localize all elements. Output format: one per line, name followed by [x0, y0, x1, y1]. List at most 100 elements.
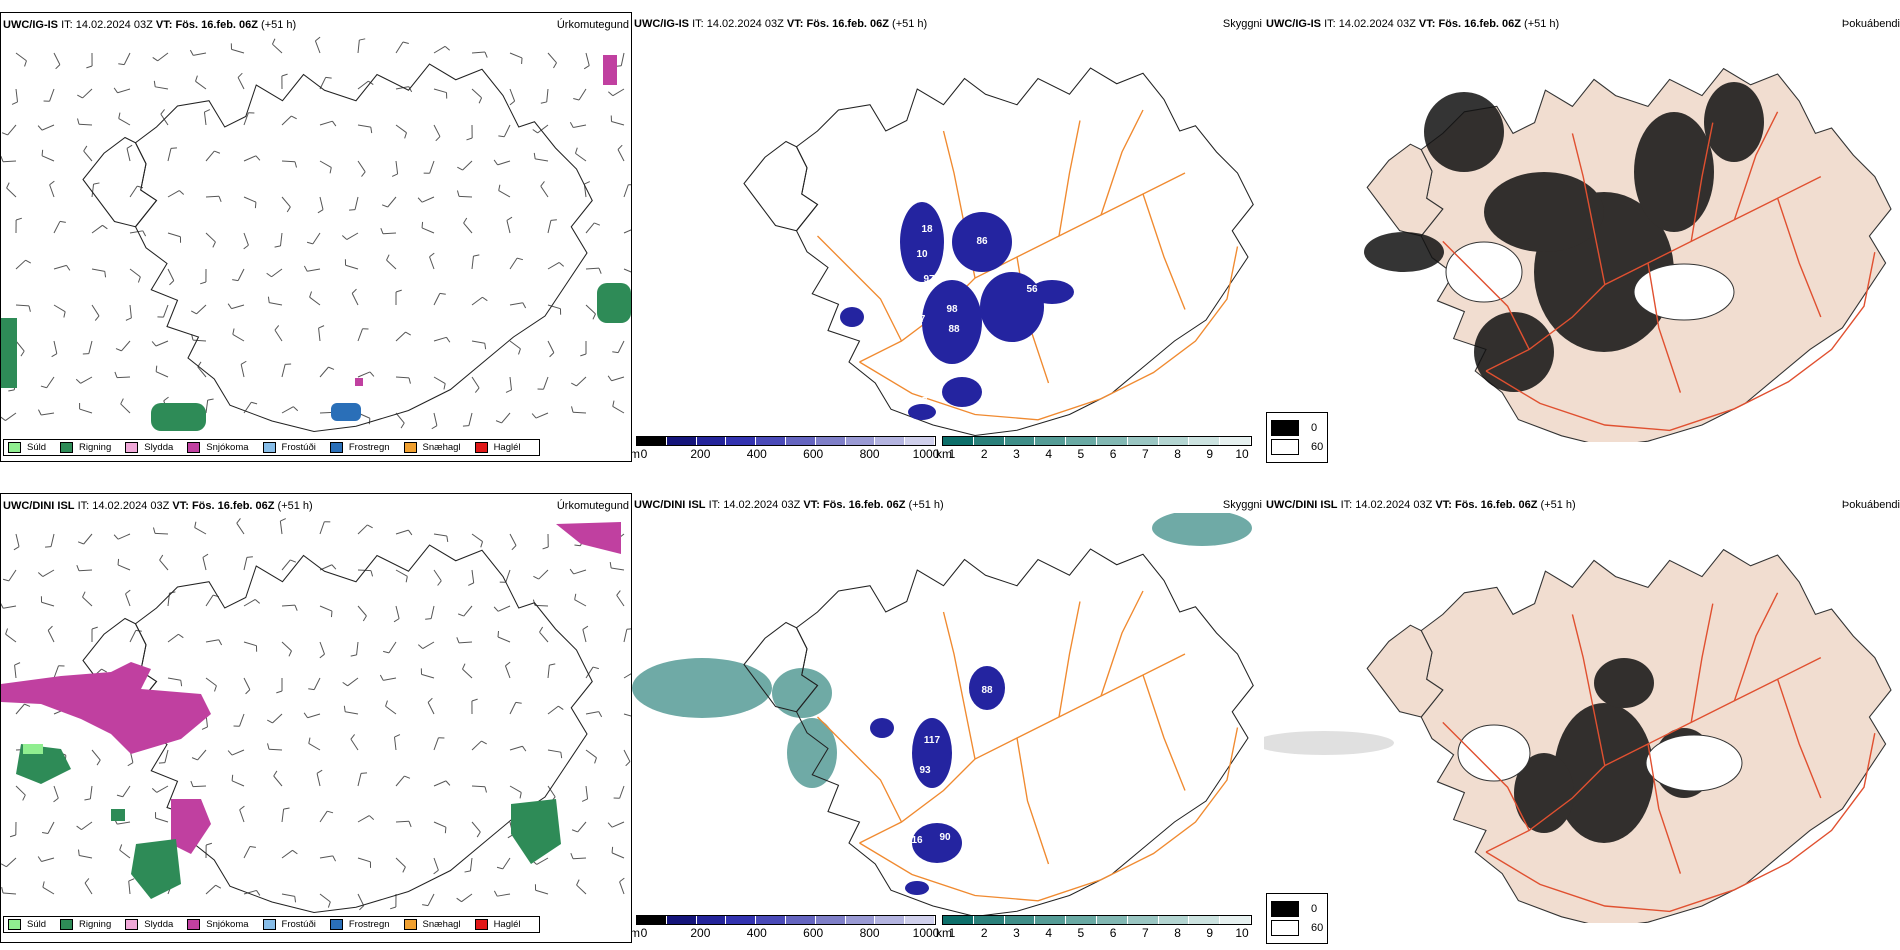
precip-type-legend: Súld Rigning Slydda Snjókoma Frostúði Frostre… [3, 439, 540, 456]
legend-item: Súld [8, 919, 46, 930]
cloud-base-label: 88 [948, 324, 960, 335]
colorbar-tick: 1000 [912, 926, 940, 940]
it-value: 14.02.2024 03Z [1338, 18, 1416, 30]
it-label: IT: [1324, 18, 1336, 30]
legend-label: Frostregn [348, 919, 390, 930]
colorbar-tick: 3 [1013, 447, 1020, 461]
cloud-base-label: 99 [774, 785, 786, 796]
model-name: UWC/DINI ISL [3, 500, 75, 512]
glacier-areas [1445, 241, 1735, 321]
legend-label: Frostúði [281, 919, 316, 930]
precip-type-map [1, 518, 631, 914]
colorbar-cell [1127, 916, 1159, 924]
panel-title: Þokuábendi [1841, 18, 1900, 30]
legend-label: Haglél [493, 919, 521, 930]
road-network [817, 109, 1239, 421]
fog-swatch [1271, 439, 1299, 455]
colorbar-cell [973, 916, 1005, 924]
iceland-map [743, 548, 1254, 918]
model-name: UWC/DINI ISL [634, 499, 706, 511]
legend-label: Snjókoma [206, 919, 249, 930]
ptype-panel-1: UWC/IG-IS IT: 14.02.2024 03Z VT: Fös. 16… [0, 12, 632, 462]
colorbar-unit: km [936, 926, 952, 940]
it-value: 14.02.2024 03Z [706, 18, 784, 30]
colorbar-cell [1035, 916, 1067, 924]
legend-item: Súld [8, 442, 46, 453]
colorbar-cell [1220, 437, 1251, 445]
panel-title: Skyggni [1222, 499, 1262, 511]
vt-label: VT: [172, 500, 189, 512]
legend-label: Snjókoma [206, 442, 249, 453]
vt-label: VT: [1418, 18, 1436, 30]
legend-swatch [474, 442, 488, 453]
vt-value: Fös. 16.feb. 06Z [191, 500, 275, 512]
it-value: 14.02.2024 03Z [75, 19, 153, 31]
it-label: IT: [61, 19, 73, 31]
fog-panel-1: UWC/IG-IS IT: 14.02.2024 03Z VT: Fös. 16… [1264, 12, 1900, 462]
precip-areas [1, 55, 631, 431]
legend-item: Haglél [474, 919, 521, 930]
fog-panel-2: UWC/DINI ISL IT: 14.02.2024 03Z VT: Fös.… [1264, 493, 1900, 943]
colorbar-cell [973, 437, 1005, 445]
cloud-base-label: 86 [976, 236, 988, 247]
colorbar-cell [696, 437, 727, 445]
panel-header: UWC/DINI ISL IT: 14.02.2024 03Z VT: Fös.… [1266, 499, 1576, 511]
ptype-panel-2: UWC/DINI ISL IT: 14.02.2024 03Z VT: Fös.… [0, 493, 632, 943]
colorbar-tick: 2 [980, 447, 988, 461]
cloud-base-label: 88 [981, 685, 993, 696]
model-name: UWC/IG-IS [634, 18, 689, 30]
cloud-base-label: 97 [916, 396, 928, 407]
legend-item: Slydda [125, 442, 173, 453]
legend-item: Snjókoma [187, 442, 249, 453]
colorbar-cell [637, 437, 667, 445]
it-label: IT: [1340, 499, 1353, 511]
colorbar-cell [1066, 437, 1097, 445]
colorbar-cell [666, 916, 697, 924]
legend-item: Slydda [125, 919, 173, 930]
colorbar-cell [875, 437, 906, 445]
fog-swatch [1271, 901, 1299, 917]
fog-legend: 0 60 [1266, 412, 1329, 463]
colorbar-cell [1158, 916, 1190, 924]
colorbar-cell [726, 437, 757, 445]
colorbar-cell [1158, 437, 1190, 445]
colorbar-cell [1189, 916, 1221, 924]
vt-value: Fös. 16.feb. 06Z [175, 19, 258, 31]
vt-label: VT: [155, 19, 173, 31]
panel-title: Úrkomutegund [556, 500, 629, 512]
legend-label: Snæhagl [422, 919, 461, 930]
fog-label: 60 [1311, 441, 1324, 453]
legend-swatch [403, 919, 417, 930]
colorbar-tick: 4 [1045, 447, 1052, 461]
vt-label: VT: [1435, 499, 1452, 511]
legend-label: Haglél [493, 442, 521, 453]
cloud-base-label: 09 [744, 710, 756, 721]
vt-value: Fös. 16.feb. 06Z [1438, 18, 1521, 30]
colorbar-tick: 1 [948, 926, 956, 940]
cloud-base-label: 93 [919, 765, 931, 776]
fog-areas [1364, 82, 1764, 392]
colorbar-tick: 1 [948, 447, 956, 461]
legend-swatch [262, 442, 276, 453]
colorbar-tick: 800 [859, 926, 880, 940]
colorbar-cell [1220, 916, 1251, 924]
visibility-colorbar: km 1 2 3 4 5 6 7 8 9 10 [936, 436, 1252, 461]
colorbar-cell [943, 437, 974, 445]
colorbar-tick: 5 [1077, 926, 1085, 940]
cloud-vis-panel-1: UWC/IG-IS IT: 14.02.2024 03Z VT: Fös. 16… [632, 12, 1264, 462]
legend-swatch [403, 442, 417, 453]
legend-label: Rigning [79, 442, 112, 453]
legend-item: Frostregn [329, 442, 390, 453]
colorbar-tick: 7 [1141, 447, 1149, 461]
fog-legend-item: 60 [1271, 439, 1323, 455]
colorbar-cell [815, 916, 846, 924]
colorbar-cell [1066, 916, 1097, 924]
cloud-vis-panel-2: UWC/DINI ISL IT: 14.02.2024 03Z VT: Fös.… [632, 493, 1264, 943]
colorbar-cell [875, 916, 906, 924]
colorbar-cell [726, 916, 757, 924]
colorbar-tick: 9 [1206, 926, 1214, 940]
colorbar-tick: 800 [859, 447, 880, 461]
fog-swatch [1271, 920, 1299, 936]
legend-swatch [125, 442, 139, 453]
cloud-base-label: 117 [924, 735, 941, 746]
